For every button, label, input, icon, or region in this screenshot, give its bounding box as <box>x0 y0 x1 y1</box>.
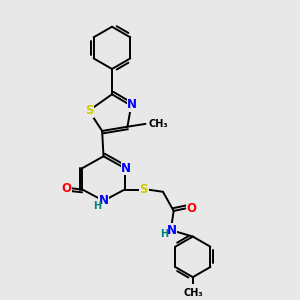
Text: H: H <box>160 229 168 239</box>
Text: N: N <box>167 224 176 237</box>
Text: S: S <box>140 183 148 196</box>
Text: N: N <box>127 98 137 111</box>
Text: O: O <box>187 202 197 214</box>
Text: CH₃: CH₃ <box>148 119 168 129</box>
Text: N: N <box>121 162 131 175</box>
Text: N: N <box>98 194 109 207</box>
Text: O: O <box>61 182 71 195</box>
Text: S: S <box>85 104 93 117</box>
Text: CH₃: CH₃ <box>183 288 203 298</box>
Text: H: H <box>93 201 101 211</box>
